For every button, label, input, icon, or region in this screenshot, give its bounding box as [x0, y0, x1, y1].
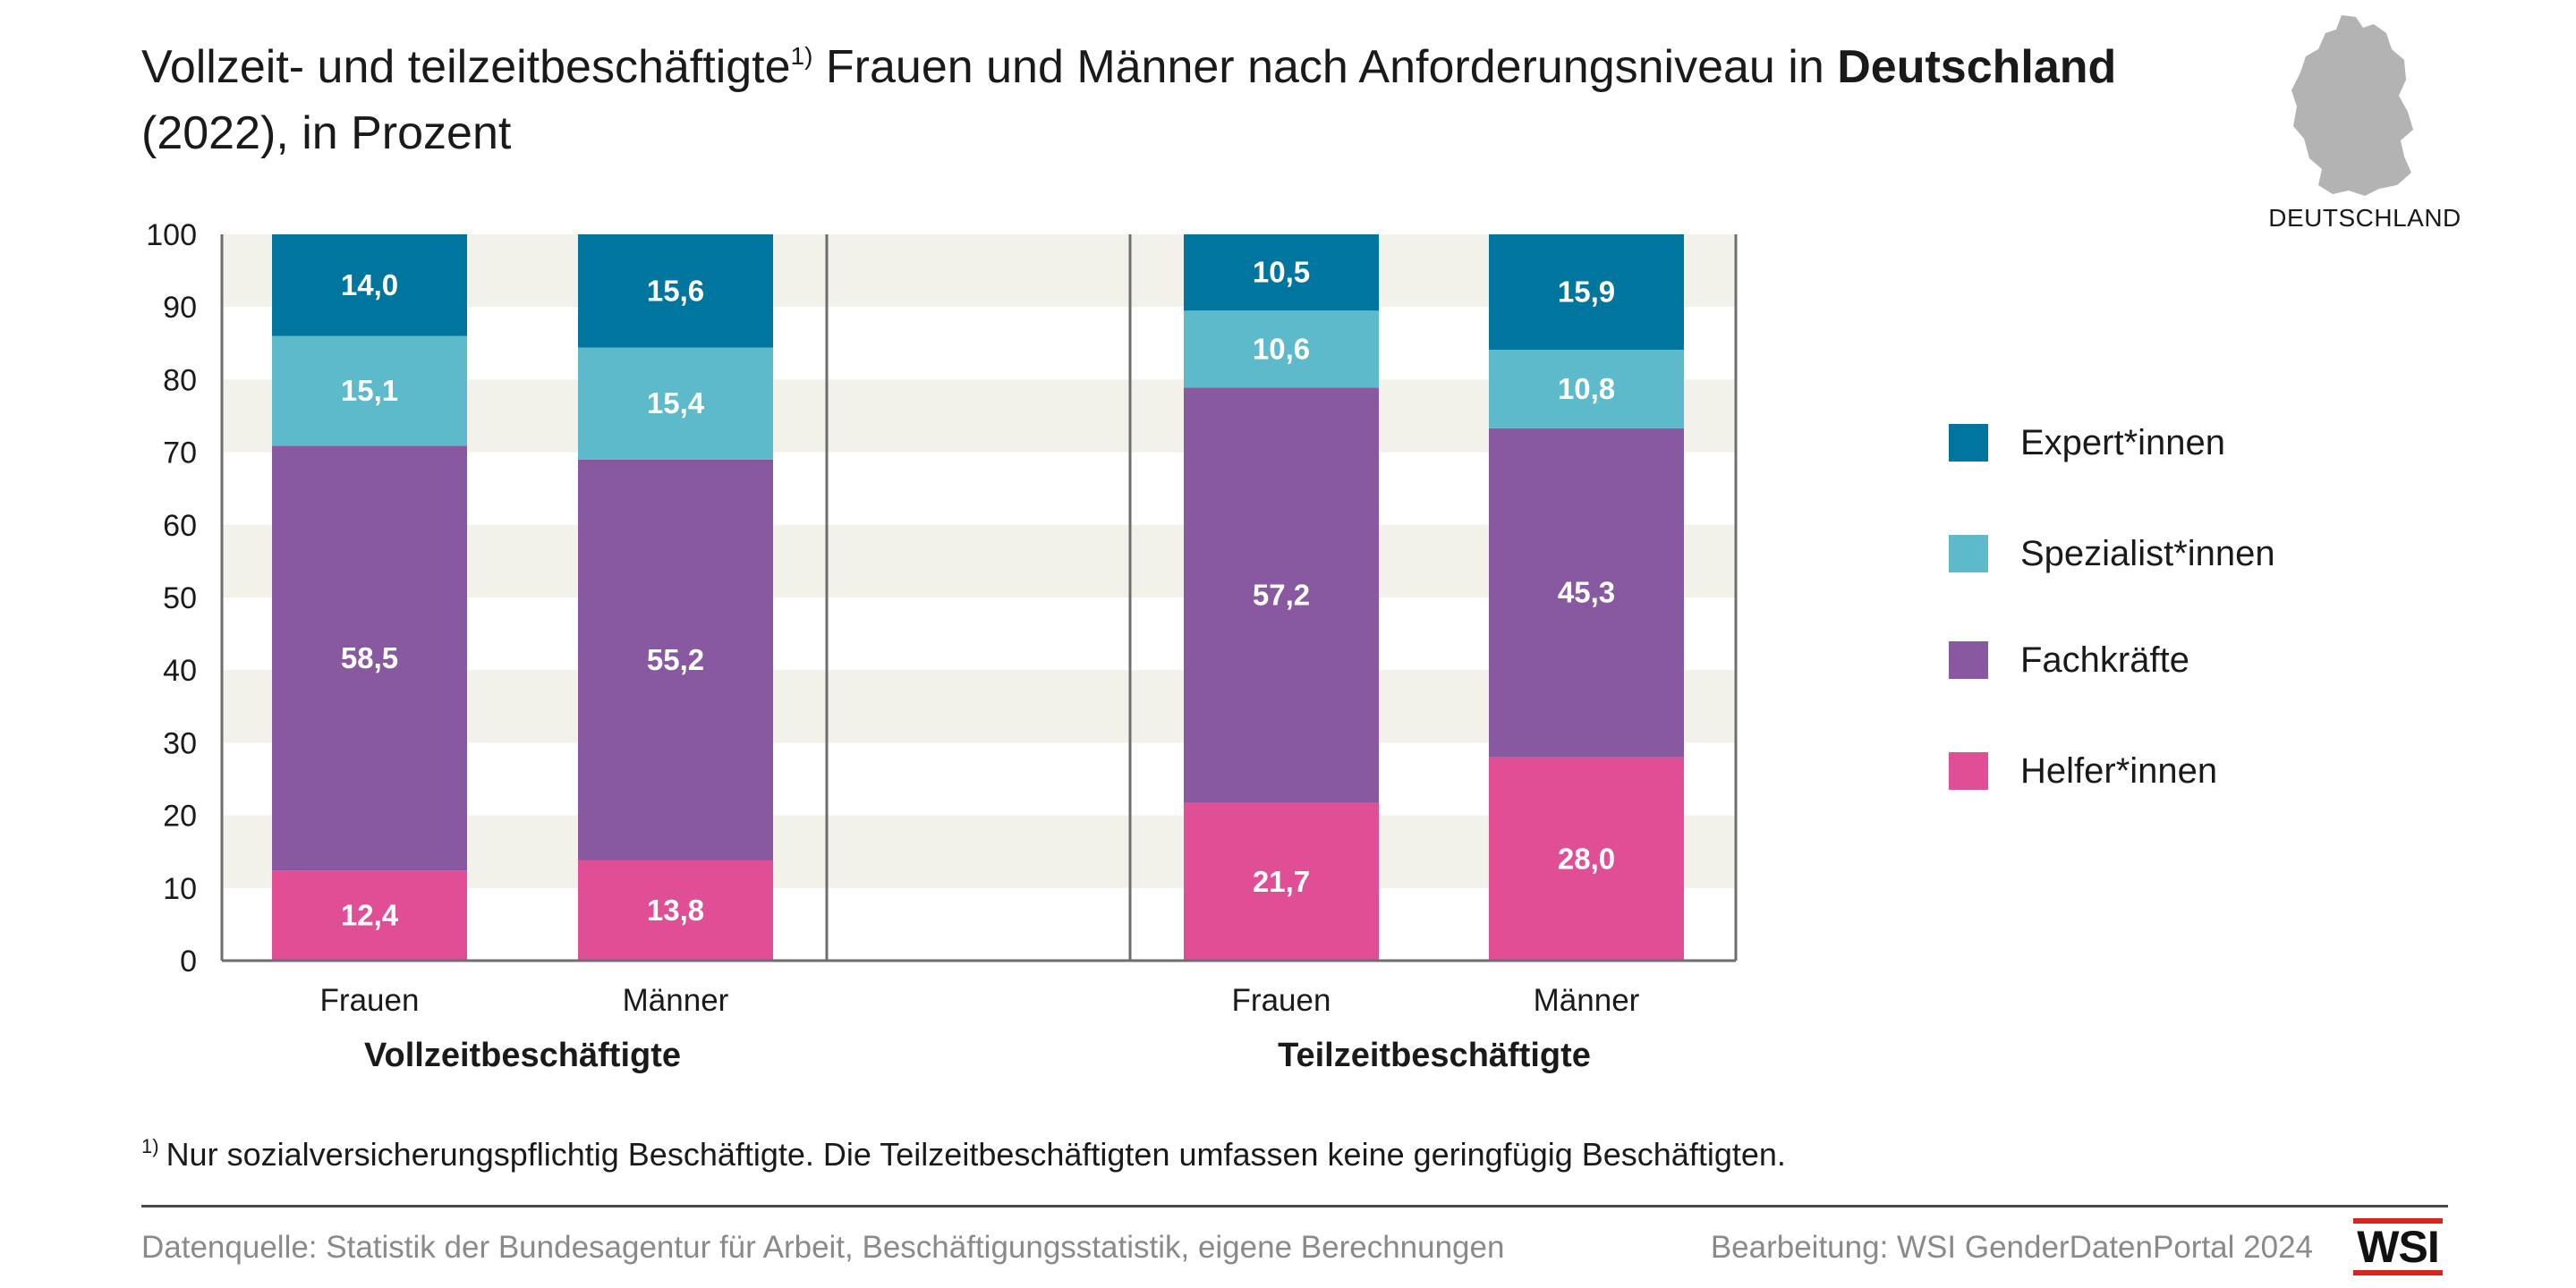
wsi-logo: WSI [2353, 1218, 2443, 1277]
logo-text: WSI [2357, 1222, 2439, 1272]
data-label: 10,6 [1253, 332, 1310, 365]
y-tick-label: 100 [146, 218, 197, 252]
bar-segment-spezialist [1489, 350, 1684, 428]
y-tick-label: 40 [163, 654, 197, 688]
title-region: Deutschland [1837, 41, 2117, 93]
legend-swatch [1949, 752, 1988, 790]
legend-label: Expert*innen [2020, 423, 2226, 462]
legend-swatch [1949, 424, 1988, 462]
data-label: 28,0 [1558, 842, 1615, 875]
germany-shape [2291, 15, 2413, 196]
bar-segment-expert [578, 234, 773, 348]
map-label: DEUTSCHLAND [2268, 204, 2461, 232]
y-tick-label: 20 [163, 800, 197, 834]
grid-band [222, 815, 1736, 888]
chart-title: Vollzeit- und teilzeitbeschäftigte1) Fra… [141, 38, 2146, 163]
x-category-label: Männer [1534, 983, 1640, 1018]
data-source: Datenquelle: Statistik der Bundesagentur… [141, 1230, 1505, 1265]
legend-swatch [1949, 641, 1988, 679]
data-label: 13,8 [647, 894, 704, 927]
bar-segment-fachkraft [1489, 428, 1684, 758]
grid-band [222, 379, 1736, 453]
bar-segment-helfer [272, 870, 467, 961]
footnote-mark: 1) [141, 1135, 159, 1157]
data-label: 55,2 [647, 643, 704, 676]
bar-segment-spezialist [578, 347, 773, 460]
title-text-2: Frauen und Männer nach Anforderungsnivea… [812, 41, 1838, 93]
legend-swatch [1949, 535, 1988, 572]
y-tick-label: 30 [163, 726, 197, 760]
footnote: 1) Nur sozialversicherungspflichtig Besch… [141, 1135, 1786, 1174]
data-label: 15,1 [341, 374, 398, 407]
bar-segment-spezialist [1184, 310, 1379, 388]
bar-segment-helfer [1489, 757, 1684, 961]
bar-segment-helfer [1184, 802, 1379, 961]
germany-map-icon [2291, 15, 2413, 196]
logo-bar-bottom [2353, 1270, 2443, 1275]
logo-bar-top [2353, 1218, 2443, 1224]
footnote-text: Nur sozialversicherungspflichtig Beschäf… [166, 1136, 1786, 1173]
title-text-1: Vollzeit- und teilzeitbeschäftigte [141, 41, 791, 93]
bars: 12,4 58,5 15,1 14,0 13,8 55,2 15,4 15,6 21,7 57,2… [272, 234, 1684, 961]
data-label: 14,0 [341, 268, 398, 301]
footer-divider [141, 1205, 2448, 1208]
data-label: 58,5 [341, 641, 398, 674]
grid-band [222, 524, 1736, 597]
y-tick-label: 80 [163, 363, 197, 397]
data-label: 12,4 [341, 899, 399, 932]
bar-segment-spezialist [272, 335, 467, 446]
x-category-label: Frauen [1232, 983, 1331, 1018]
bar-segment-fachkraft [578, 459, 773, 860]
bar-segment-fachkraft [1184, 387, 1379, 803]
data-label: 15,6 [647, 274, 704, 307]
y-tick-label: 10 [163, 872, 197, 906]
stacked-bar-chart: 12,4 58,5 15,1 14,0 13,8 55,2 15,4 15,6 21,7 57,2… [146, 218, 1738, 1074]
data-label: 15,4 [647, 386, 705, 419]
bar-segment-expert [1489, 234, 1684, 351]
y-tick-label: 0 [180, 945, 197, 979]
y-ticks: 0 10 20 30 40 50 60 70 80 90 100 [146, 218, 197, 979]
background-bands [222, 234, 1736, 888]
data-label: 45,3 [1558, 576, 1615, 609]
data-label: 15,9 [1558, 275, 1615, 309]
bar-segment-fachkraft [272, 445, 467, 871]
x-group-label: Vollzeitbeschäftigte [364, 1037, 681, 1074]
y-tick-label: 50 [163, 581, 197, 615]
x-group-label: Teilzeitbeschäftigte [1278, 1037, 1591, 1074]
y-tick-label: 60 [163, 509, 197, 543]
bar-segment-helfer [578, 860, 773, 961]
grid-band [222, 234, 1736, 308]
y-tick-label: 70 [163, 436, 197, 470]
grid-band [222, 670, 1736, 743]
axes [220, 234, 1738, 962]
title-text-3: (2022), in Prozent [141, 107, 512, 159]
x-category-label: Männer [623, 983, 729, 1018]
legend-label: Fachkräfte [2020, 640, 2189, 680]
title-footnote-mark: 1) [790, 42, 813, 70]
data-label: 21,7 [1253, 865, 1310, 898]
y-tick-label: 90 [163, 291, 197, 325]
bar-segment-expert [1184, 234, 1379, 311]
data-label: 57,2 [1253, 579, 1310, 612]
legend-label: Spezialist*innen [2020, 534, 2275, 573]
x-labels: Frauen Männer Frauen Männer Vollzeitbeschäft… [320, 983, 1640, 1074]
legend-label: Helfer*innen [2020, 751, 2218, 791]
data-label: 10,8 [1558, 372, 1615, 405]
x-category-label: Frauen [320, 983, 420, 1018]
credit: Bearbeitung: WSI GenderDatenPortal 2024 [1710, 1230, 2313, 1265]
bar-segment-expert [272, 234, 467, 336]
data-label: 10,5 [1253, 256, 1310, 289]
